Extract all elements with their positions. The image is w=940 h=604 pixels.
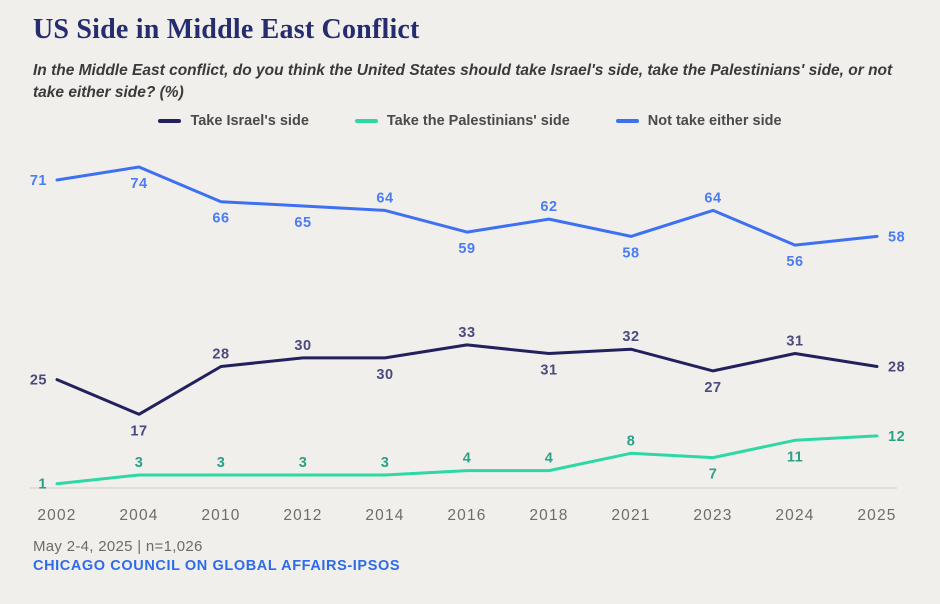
- value-label-not-take-either-side-2018: 62: [540, 199, 557, 215]
- value-label-take-israel-s-side-2024: 31: [786, 334, 803, 350]
- value-label-take-israel-s-side-2021: 32: [622, 329, 639, 345]
- x-axis-tick-label: 2025: [857, 507, 896, 524]
- value-label-take-the-palestinians-side-2018: 4: [545, 451, 554, 467]
- value-label-not-take-either-side-2016: 59: [458, 241, 475, 257]
- value-label-take-the-palestinians-side-2004: 3: [135, 455, 144, 471]
- value-label-not-take-either-side-2024: 56: [786, 254, 803, 270]
- legend-label: Take Israel's side: [190, 113, 309, 129]
- value-label-not-take-either-side-2025: 58: [888, 229, 905, 245]
- value-label-take-the-palestinians-side-2012: 3: [299, 455, 308, 471]
- x-axis-tick-label: 2014: [365, 507, 404, 524]
- value-label-take-israel-s-side-2004: 17: [130, 423, 147, 439]
- x-axis-tick-label: 2023: [693, 507, 732, 524]
- value-label-not-take-either-side-2023: 64: [704, 190, 721, 206]
- value-label-take-israel-s-side-2010: 28: [212, 347, 229, 363]
- value-label-not-take-either-side-2012: 65: [294, 215, 311, 231]
- legend-swatch-take-israel-s-side: [158, 119, 182, 123]
- legend-item-take-the-palestinians-side: Take the Palestinians' side: [354, 113, 570, 129]
- x-axis-tick-label: 2016: [447, 507, 486, 524]
- x-axis-tick-label: 2004: [119, 507, 158, 524]
- value-label-take-israel-s-side-2018: 31: [540, 363, 557, 379]
- value-label-take-the-palestinians-side-2025: 12: [888, 429, 905, 445]
- value-label-take-israel-s-side-2025: 28: [888, 360, 905, 376]
- value-label-take-the-palestinians-side-2010: 3: [217, 455, 226, 471]
- legend-item-take-israel-s-side: Take Israel's side: [158, 113, 309, 129]
- line-chart: 2002 2004 2010 2012 2014 2016 2018 2021 2023 2024…: [30, 165, 905, 524]
- value-label-take-israel-s-side-2023: 27: [704, 380, 721, 396]
- x-axis-tick-label: 2024: [775, 507, 814, 524]
- legend-item-not-take-either-side: Not take either side: [615, 113, 782, 129]
- value-label-take-the-palestinians-side-2014: 3: [381, 455, 390, 471]
- x-axis-tick-label: 2018: [529, 507, 568, 524]
- legend-swatch-take-the-palestinians-side: [354, 119, 378, 123]
- series-line-not-take-either-side: [55, 165, 879, 247]
- value-label-not-take-either-side-2014: 64: [376, 190, 393, 206]
- survey-question-subtitle: In the Middle East conflict, do you thin…: [33, 62, 893, 102]
- legend-label: Take the Palestinians' side: [386, 113, 570, 129]
- series-line-take-the-palestinians-side: [55, 434, 879, 486]
- page-title: US Side in Middle East Conflict: [33, 14, 420, 45]
- value-label-take-israel-s-side-2012: 30: [294, 338, 311, 354]
- value-label-not-take-either-side-2010: 66: [212, 211, 229, 227]
- value-label-take-the-palestinians-side-2002: 1: [38, 477, 47, 493]
- x-axis-tick-label: 2021: [611, 507, 650, 524]
- source-link[interactable]: CHICAGO COUNCIL ON GLOBAL AFFAIRS-IPSOS: [33, 558, 401, 574]
- value-label-not-take-either-side-2002: 71: [30, 173, 47, 189]
- value-label-take-israel-s-side-2014: 30: [376, 367, 393, 383]
- survey-date-sample-size: May 2-4, 2025 | n=1,026: [33, 538, 203, 555]
- x-axis-tick-label: 2010: [201, 507, 240, 524]
- value-label-take-the-palestinians-side-2016: 4: [463, 451, 472, 467]
- value-label-take-israel-s-side-2002: 25: [30, 373, 47, 389]
- x-axis-tick-label: 2002: [37, 507, 76, 524]
- value-label-take-the-palestinians-side-2023: 7: [709, 467, 718, 483]
- series-line-take-israel-s-side: [55, 343, 879, 416]
- value-label-not-take-either-side-2021: 58: [622, 245, 639, 261]
- legend-swatch-not-take-either-side: [615, 119, 639, 123]
- value-label-take-the-palestinians-side-2024: 11: [787, 449, 803, 465]
- value-label-take-the-palestinians-side-2021: 8: [627, 433, 636, 449]
- value-label-take-israel-s-side-2016: 33: [458, 325, 475, 341]
- chart-legend: Take Israel's side Take the Palestinians'…: [0, 113, 940, 129]
- legend-label: Not take either side: [647, 113, 782, 129]
- x-axis-tick-label: 2012: [283, 507, 322, 524]
- value-label-not-take-either-side-2004: 74: [130, 176, 147, 192]
